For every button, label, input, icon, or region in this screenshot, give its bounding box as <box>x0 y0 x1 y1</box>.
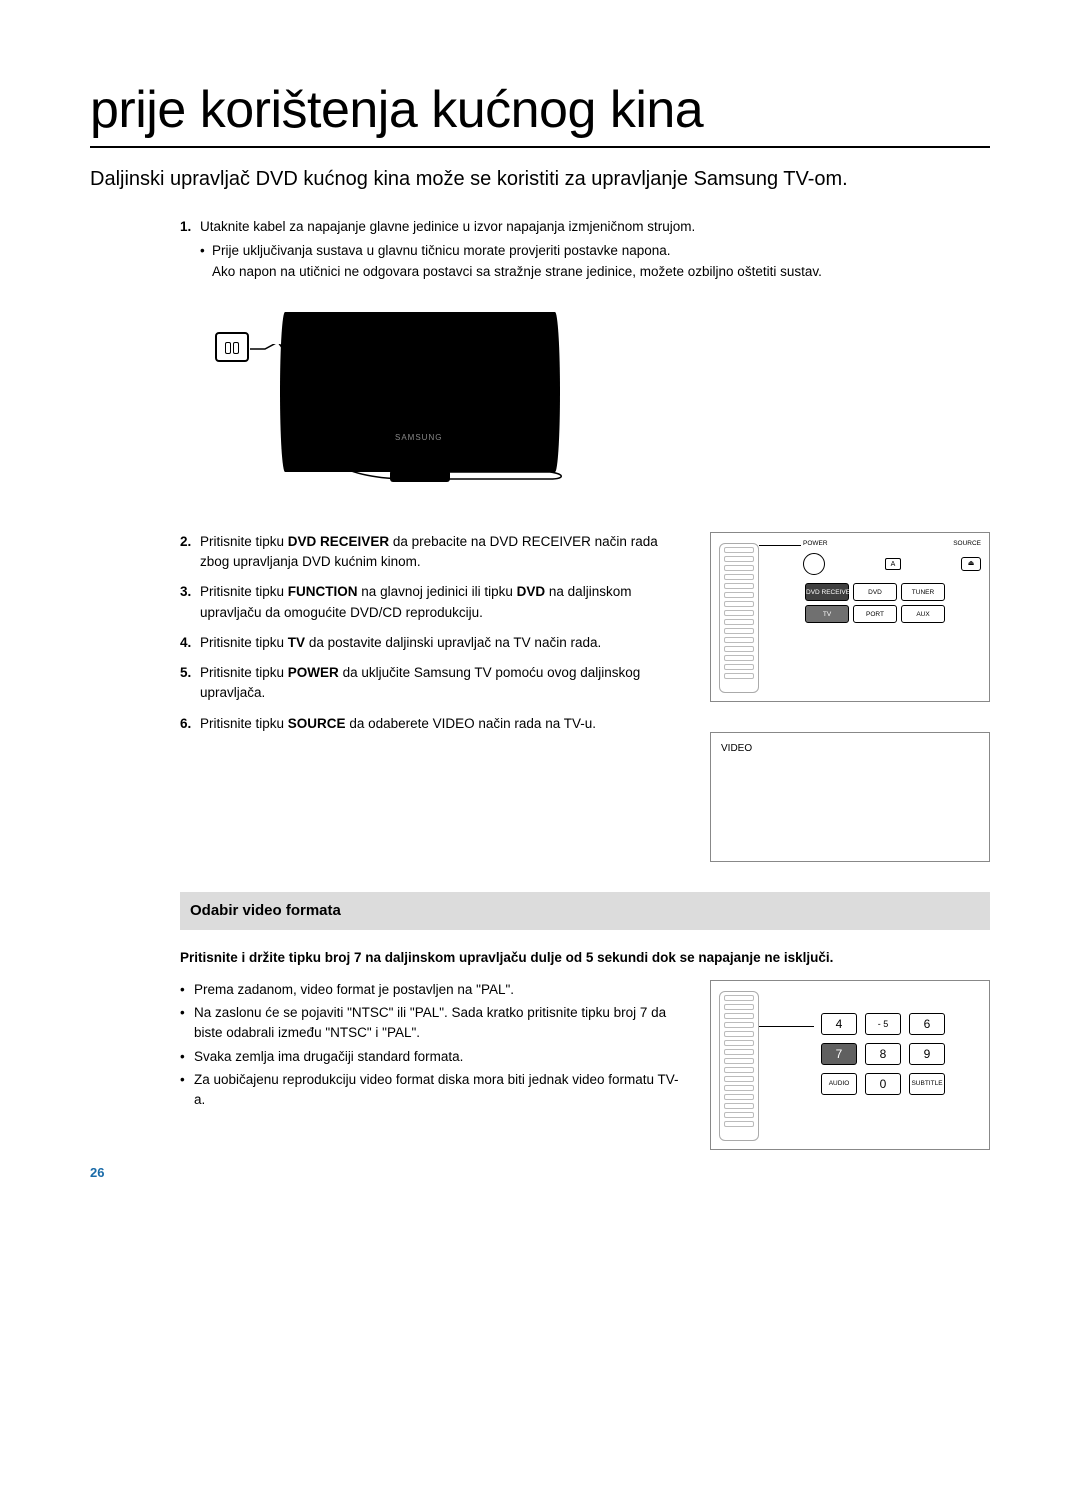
bullet-text: Na zaslonu će se pojaviti "NTSC" ili "PA… <box>194 1003 682 1044</box>
keypad-6: 6 <box>909 1013 945 1035</box>
step-text: Pritisnite tipku DVD RECEIVER da prebaci… <box>200 532 682 573</box>
port-button: PORT <box>853 605 897 623</box>
power-label: POWER <box>803 539 828 549</box>
bullet-text: Prema zadanom, video format je postavlje… <box>194 980 682 1000</box>
section-bold-paragraph: Pritisnite i držite tipku broj 7 na dalj… <box>180 948 990 968</box>
keypad-8: 8 <box>865 1043 901 1065</box>
section-heading-bar: Odabir video formata <box>180 892 990 931</box>
tv-brand-label: SAMSUNG <box>395 432 442 444</box>
video-mode-box: VIDEO <box>710 732 990 862</box>
source-label: SOURCE <box>953 539 981 549</box>
step-text: Pritisnite tipku POWER da uključite Sams… <box>200 663 682 704</box>
eject-button-icon: ⏏ <box>961 557 981 571</box>
step1-num: 1. <box>180 217 200 237</box>
tv-figure: SAMSUNG <box>210 302 560 502</box>
aux-button: AUX <box>901 605 945 623</box>
callout-line2-icon <box>759 1026 814 1027</box>
keypad-subtitle: SUBTITLE <box>909 1073 945 1095</box>
bullet-dot-icon <box>180 1003 194 1047</box>
power-socket-icon <box>215 332 249 362</box>
keypad-0: 0 <box>865 1073 901 1095</box>
bullet-text: Za uobičajenu reprodukciju video format … <box>194 1070 682 1111</box>
step1-text: Utaknite kabel za napajanje glavne jedin… <box>200 217 990 237</box>
callout-line-icon <box>759 545 801 546</box>
numpad-diagram: 4 - 5 6 7 8 9 AUDIO 0 SUBTITLE <box>710 980 990 1150</box>
bullet-dot-icon <box>180 1047 194 1070</box>
bullet-dot-icon <box>180 1070 194 1114</box>
remote-top-diagram: POWER SOURCE A ⏏ DVD RECEIVERDVDTUNER <box>710 532 990 702</box>
power-button-icon <box>803 553 825 575</box>
page-title: prije korištenja kućnog kina <box>90 80 990 148</box>
dvd-button: DVD <box>853 583 897 601</box>
dvd-receiver-button: DVD RECEIVER <box>805 583 849 601</box>
keypad-9: 9 <box>909 1043 945 1065</box>
video-label: VIDEO <box>721 743 752 754</box>
lead-paragraph: Daljinski upravljač DVD kućnog kina može… <box>90 166 990 193</box>
a-button: A <box>885 558 901 570</box>
step1-sub1: Prije uključivanja sustava u glavnu tičn… <box>200 241 990 261</box>
keypad-5: - 5 <box>865 1013 901 1035</box>
steps-block: 1. Utaknite kabel za napajanje glavne je… <box>90 217 990 1150</box>
keypad-7: 7 <box>821 1043 857 1065</box>
step-number: 3. <box>180 582 200 623</box>
step-number: 4. <box>180 633 200 653</box>
step-number: 5. <box>180 663 200 704</box>
remote-mini2-icon <box>719 991 759 1141</box>
tv-stand-icon <box>390 470 450 482</box>
step-text: Pritisnite tipku FUNCTION na glavnoj jed… <box>200 582 682 623</box>
remote-mini-icon <box>719 543 759 693</box>
bullet-text: Svaka zemlja ima drugačiji standard form… <box>194 1047 682 1067</box>
step-text: Pritisnite tipku TV da postavite daljins… <box>200 633 682 653</box>
keypad-4: 4 <box>821 1013 857 1035</box>
keypad-audio: AUDIO <box>821 1073 857 1095</box>
tv-button: TV <box>805 605 849 623</box>
tv-body-icon <box>280 312 560 472</box>
bullet-dot-icon <box>180 980 194 1003</box>
step-text: Pritisnite tipku SOURCE da odaberete VID… <box>200 714 682 734</box>
step-number: 6. <box>180 714 200 734</box>
tuner-button: TUNER <box>901 583 945 601</box>
step1-sub2: Ako napon na utičnici ne odgovara postav… <box>200 262 990 282</box>
step-number: 2. <box>180 532 200 573</box>
page-number: 26 <box>90 1165 104 1180</box>
